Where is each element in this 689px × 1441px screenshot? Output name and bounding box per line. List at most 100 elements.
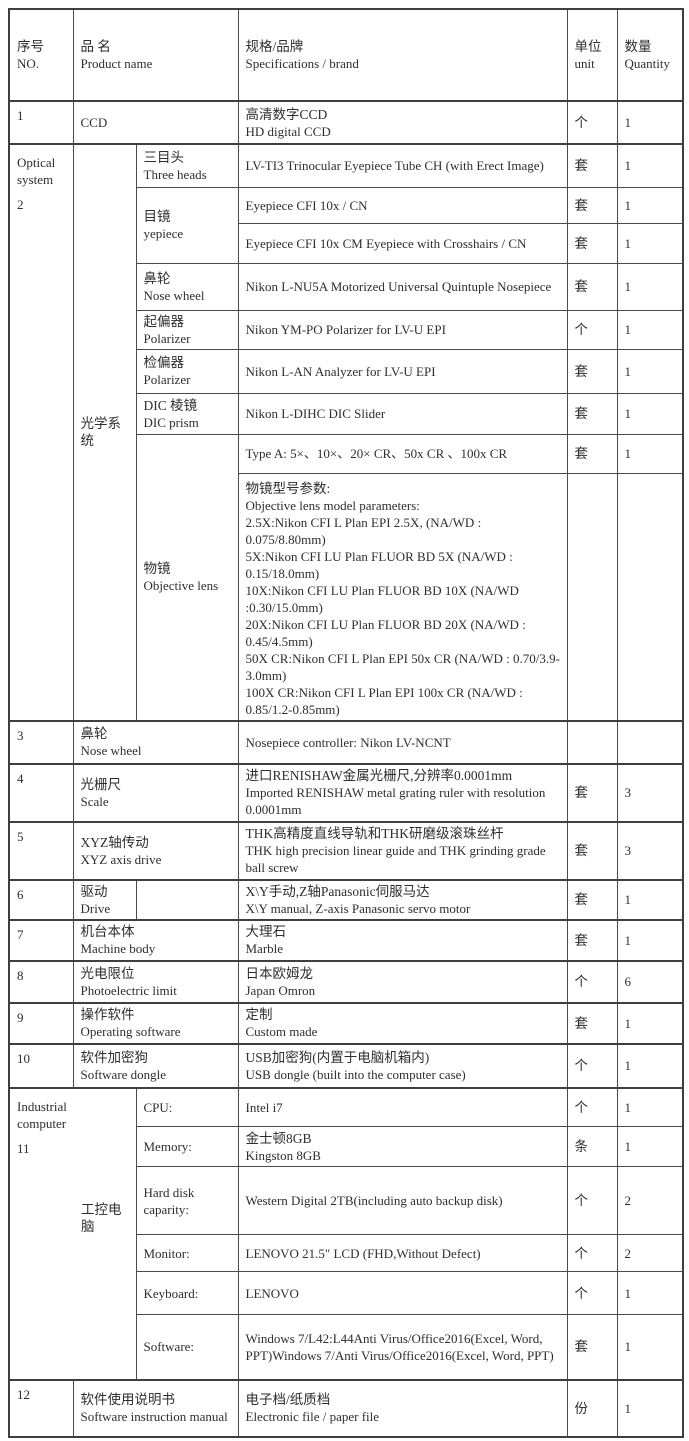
name-en: Machine body — [80, 941, 156, 956]
spec-en: Imported RENISHAW metal grating ruler wi… — [245, 785, 546, 817]
cell-qty: 1 — [616, 100, 684, 145]
header-row: 序号 NO. 品 名 Product name 规格/品牌 Specificat… — [8, 8, 684, 102]
params-line: 50X CR:Nikon CFI L Plan EPI 50x CR (NA/W… — [245, 650, 560, 683]
cell-subname: 鼻轮 Nose wheel — [135, 262, 239, 311]
cell-qty: 1 — [616, 1126, 684, 1167]
cell-name: CCD — [72, 100, 239, 145]
cell-spec: X\Y手动,Z轴Panasonic伺服马达 X\Y manual, Z-axis… — [237, 878, 568, 920]
cell-name: 软件加密狗 Software dongle — [72, 1042, 239, 1088]
table-row: 4 光栅尺 Scale 进口RENISHAW金属光栅尺,分辨率0.0001mm … — [8, 762, 684, 822]
cell-unit: 套 — [566, 762, 618, 822]
cell-spec: USB加密狗(内置于电脑机箱内) USB dongle (built into … — [237, 1042, 568, 1088]
cell-unit: 套 — [566, 143, 618, 188]
cell-name-empty — [135, 878, 239, 920]
spec-zh: 高清数字CCD — [245, 106, 328, 122]
spec-en: X\Y manual, Z-axis Panasonic servo motor — [245, 900, 471, 916]
cell-qty: 1 — [616, 1042, 684, 1088]
cell-name: 软件使用说明书 Software instruction manual — [72, 1378, 239, 1437]
params-title-zh: 物镜型号参数: — [245, 480, 331, 496]
cell-qty: 1 — [616, 143, 684, 188]
cell-qty: 1 — [616, 392, 684, 435]
cell-qty: 1 — [616, 878, 684, 920]
cell-name: 鼻轮 Nose wheel — [72, 719, 239, 764]
cell-spec: LENOVO — [237, 1271, 568, 1315]
cell-subname: 起偏器 Polarizer — [135, 309, 239, 350]
spec-zh: X\Y手动,Z轴Panasonic伺服马达 — [245, 883, 430, 899]
name-zh: 鼻轮 — [80, 726, 108, 741]
table-row: Hard disk caparity: Western Digital 2TB(… — [9, 1166, 684, 1235]
section-label: Optical system — [17, 155, 56, 187]
cell-name: 光电限位 Photoelectric limit — [72, 959, 239, 1003]
header-spec-zh: 规格/品牌 — [245, 39, 304, 54]
subname-zh: 鼻轮 — [143, 270, 171, 286]
section-label: Industrial computer — [17, 1098, 67, 1131]
cell-no: 8 — [8, 959, 74, 1003]
header-qty-zh: 数量 — [624, 39, 652, 54]
table-row: Monitor: LENOVO 21.5" LCD (FHD,Without D… — [9, 1234, 684, 1272]
name-zh: 操作软件 — [80, 1007, 135, 1022]
spec-en: HD digital CCD — [245, 123, 331, 139]
cell-unit: 个 — [566, 1271, 618, 1315]
cell-spec: Western Digital 2TB(including auto backu… — [237, 1166, 568, 1235]
cell-spec: 金士顿8GB Kingston 8GB — [237, 1126, 568, 1167]
cell-spec: 定制 Custom made — [237, 1001, 568, 1044]
cell-subname: 物镜 Objective lens — [135, 433, 239, 721]
cell-qty: 1 — [616, 262, 684, 311]
spec-zh: USB加密狗(内置于电脑机箱内) — [245, 1049, 430, 1065]
table-row: 检偏器 Polarizer Nikon L-AN Analyzer for LV… — [9, 348, 684, 394]
cell-no: 10 — [8, 1042, 74, 1088]
cell-subname: Keyboard: — [135, 1271, 239, 1315]
params-line: 5X:Nikon CFI LU Plan FLUOR BD 5X (NA/WD … — [245, 548, 513, 581]
cell-unit: 个 — [566, 959, 618, 1003]
header-qty-en: Quantity — [624, 56, 671, 71]
cell-unit: 个 — [566, 1086, 618, 1127]
cell-unit: 套 — [566, 918, 618, 961]
cell-group: 光学系统 — [72, 143, 137, 721]
subname-zh: DIC 棱镜 — [143, 397, 198, 413]
cell-unit: 个 — [566, 1042, 618, 1088]
name-en: Drive — [80, 900, 111, 916]
cell-qty: 6 — [616, 959, 684, 1003]
cell-spec: 进口RENISHAW金属光栅尺,分辨率0.0001mm Imported REN… — [237, 762, 568, 822]
cell-unit: 个 — [566, 309, 618, 350]
cell-spec: 日本欧姆龙 Japan Omron — [237, 959, 568, 1003]
cell-qty: 1 — [616, 1314, 684, 1380]
cell-qty: 3 — [616, 762, 684, 822]
cell-unit-empty — [566, 719, 618, 764]
table-row: 起偏器 Polarizer Nikon YM-PO Polarizer for … — [9, 309, 684, 350]
name-zh: 驱动 — [80, 883, 108, 899]
table-row: 12 软件使用说明书 Software instruction manual 电… — [8, 1378, 684, 1437]
name-en: Operating software — [80, 1024, 181, 1039]
cell-name: 操作软件 Operating software — [72, 1001, 239, 1044]
cell-name: 光栅尺 Scale — [72, 762, 239, 822]
table-row: 1 CCD 高清数字CCD HD digital CCD 个 1 — [8, 100, 684, 145]
cell-qty: 1 — [616, 918, 684, 961]
cell-subname: 检偏器 Polarizer — [135, 348, 239, 394]
table-row: Eyepiece CFI 10x CM Eyepiece with Crossh… — [9, 222, 684, 264]
cell-name: XYZ轴传动 XYZ axis drive — [72, 820, 239, 880]
cell-no: 5 — [8, 820, 74, 880]
subname-en: Objective lens — [143, 578, 219, 593]
cell-qty: 2 — [616, 1234, 684, 1272]
cell-qty: 3 — [616, 820, 684, 880]
subname-zh: 检偏器 — [143, 355, 185, 370]
header-unit-en: unit — [574, 56, 595, 71]
spec-en: Marble — [245, 941, 284, 956]
cell-unit: 套 — [566, 348, 618, 394]
cell-spec: Nikon L-AN Analyzer for LV-U EPI — [237, 348, 568, 394]
cell-no: 9 — [8, 1001, 74, 1044]
cell-unit: 套 — [566, 878, 618, 920]
subname-zh: 目镜 — [143, 209, 171, 224]
table-row: 物镜 Objective lens Type A: 5×、10×、20× CR、… — [9, 433, 684, 721]
params-line: 2.5X:Nikon CFI L Plan EPI 2.5X, (NA/WD :… — [245, 514, 482, 547]
cell-subname: DIC 棱镜 DIC prism — [135, 392, 239, 435]
cell-subname: Monitor: — [135, 1234, 239, 1272]
table-row: 物镜型号参数: Objective lens model parameters:… — [9, 472, 684, 721]
cell-no: 3 — [8, 719, 74, 764]
cell-qty: 1 — [616, 1378, 684, 1437]
cell-unit: 套 — [566, 222, 618, 264]
table-row: Optical system 2 光学系统 三目头 Three heads LV… — [8, 143, 684, 721]
header-no: 序号 NO. — [8, 8, 74, 102]
cell-unit: 份 — [566, 1378, 618, 1437]
subname-en: Polarizer — [143, 330, 191, 346]
